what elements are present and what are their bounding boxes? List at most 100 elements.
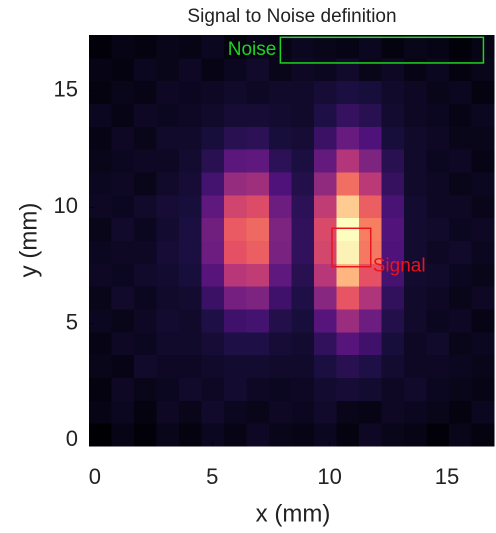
heatmap-cell [89,309,112,333]
heatmap-cell [89,35,112,59]
heatmap-cell [224,354,247,378]
heatmap-cell [156,240,180,264]
heatmap-cell [426,35,450,59]
heatmap-cell [134,400,157,424]
heatmap-cell [246,172,270,196]
heatmap-cell [246,126,270,150]
heatmap-cell [426,172,450,196]
heatmap-cell [381,286,405,310]
heatmap-cell [471,149,495,173]
heatmap-cell [336,126,360,150]
heatmap-cell [359,57,382,82]
heatmap-cell [269,103,292,127]
heatmap-cell [404,103,427,127]
heatmap-cell [336,354,360,378]
heatmap-cell [179,263,202,287]
heatmap-cell [179,240,202,264]
y-tick-label: 10 [54,193,78,218]
heatmap-cell [156,194,180,219]
heatmap-cell [314,377,337,401]
heatmap-cell [246,354,270,378]
heatmap-cell [156,35,180,59]
heatmap-cell [426,240,450,264]
heatmap-cell [224,57,247,82]
heatmap-cell [359,354,382,378]
heatmap-cell [404,286,427,310]
heatmap-cell [359,103,382,127]
heatmap-cell [201,35,225,59]
heatmap-cell [156,80,180,104]
heatmap-cell [471,354,495,378]
heatmap-cell [404,240,427,264]
heatmap-cell [224,400,247,424]
heatmap-cell [201,149,225,173]
heatmap-cell [359,423,382,447]
heatmap-cell [404,331,427,356]
heatmap-cell [201,240,225,264]
heatmap-cell [404,35,427,59]
heatmap-cell [291,57,315,82]
heatmap-cell [471,331,495,356]
heatmap-cell [246,149,270,173]
heatmap-cell [314,217,337,241]
heatmap-cell [449,286,472,310]
heatmap-cell [89,57,112,82]
heatmap-cell [314,149,337,173]
heatmap-cell [156,286,180,310]
heatmap-cell [111,149,135,173]
heatmap-cell [111,263,135,287]
heatmap-cell [269,172,292,196]
heatmap-cell [246,331,270,356]
heatmap-cell [426,354,450,378]
heatmap-cell [381,57,405,82]
annotation-box [331,227,372,268]
heatmap-cell [449,423,472,447]
heatmap-cell [291,331,315,356]
heatmap-cell [201,126,225,150]
heatmap-cell [404,309,427,333]
heatmap-cell [269,354,292,378]
heatmap-cell [201,309,225,333]
heatmap-cell [336,240,360,264]
heatmap-cell [89,354,112,378]
heatmap-cell [314,80,337,104]
heatmap-cell [134,354,157,378]
y-axis-label: y (mm) [15,203,42,278]
heatmap-cell [359,263,382,287]
heatmap-cell [246,240,270,264]
heatmap-cell [89,172,112,196]
heatmap-cell [111,103,135,127]
heatmap-cell [179,80,202,104]
heatmap-cell [359,149,382,173]
heatmap-cell [426,57,450,82]
heatmap-cell [201,217,225,241]
heatmap-cell [134,217,157,241]
heatmap-cell [269,126,292,150]
heatmap-cell [404,149,427,173]
heatmap-cell [404,354,427,378]
heatmap-cell [269,331,292,356]
heatmap-cell [314,35,337,59]
heatmap-cell [179,377,202,401]
heatmap-cell [111,354,135,378]
heatmap-cell [336,149,360,173]
heatmap-cell [381,103,405,127]
y-tick-label: 15 [54,77,78,102]
heatmap-cell [449,172,472,196]
heatmap-cell [134,80,157,104]
heatmap-cell [246,57,270,82]
heatmap-cell [381,309,405,333]
heatmap-cell [449,35,472,59]
heatmap-cell [201,172,225,196]
heatmap-cell [269,240,292,264]
heatmap [89,35,495,447]
heatmap-cell [426,194,450,219]
heatmap-cell [134,126,157,150]
heatmap-cell [381,126,405,150]
heatmap-cell [359,377,382,401]
heatmap-cell [359,286,382,310]
heatmap-cell [89,331,112,356]
heatmap-cell [449,103,472,127]
heatmap-cell [381,149,405,173]
heatmap-cell [246,377,270,401]
